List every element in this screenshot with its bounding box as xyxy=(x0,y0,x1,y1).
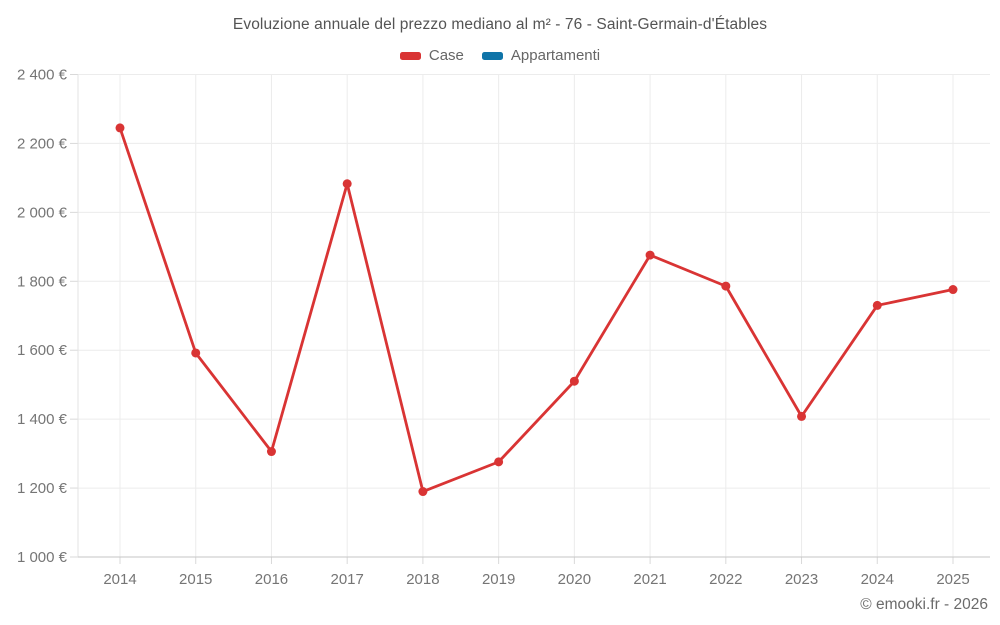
y-axis-label: 1 800 € xyxy=(17,273,68,290)
y-axis-label: 2 400 € xyxy=(17,67,68,84)
x-axis-label: 2021 xyxy=(633,571,666,588)
data-point-case-2015[interactable] xyxy=(191,348,201,358)
legend-label-case: Case xyxy=(428,47,464,64)
footer-credit: © emooki.fr - 2026 xyxy=(860,596,988,613)
data-point-case-2017[interactable] xyxy=(342,179,352,189)
legend-item-case[interactable]: Case xyxy=(399,47,464,64)
data-point-case-2020[interactable] xyxy=(569,376,579,386)
legend-label-appartamenti: Appartamenti xyxy=(510,47,601,64)
y-axis-label: 1 200 € xyxy=(17,480,68,497)
x-axis-label: 2017 xyxy=(330,571,363,588)
data-point-case-2021[interactable] xyxy=(645,250,655,260)
data-point-case-2022[interactable] xyxy=(721,281,731,291)
data-point-case-2024[interactable] xyxy=(872,300,882,310)
y-axis-label: 1 600 € xyxy=(17,342,68,359)
y-axis-label: 2 200 € xyxy=(17,135,68,152)
legend-swatch-case-icon xyxy=(399,51,421,60)
x-axis-label: 2025 xyxy=(936,571,969,588)
x-axis-label: 2015 xyxy=(179,571,212,588)
x-axis-label: 2023 xyxy=(785,571,818,588)
chart-legend: Case Appartamenti xyxy=(0,47,1000,64)
x-axis-label: 2022 xyxy=(709,571,742,588)
x-axis-label: 2020 xyxy=(558,571,591,588)
data-point-case-2019[interactable] xyxy=(494,457,504,467)
x-axis-label: 2018 xyxy=(406,571,439,588)
y-axis-label: 2 000 € xyxy=(17,204,68,221)
data-point-case-2016[interactable] xyxy=(266,447,276,457)
y-axis-label: 1 000 € xyxy=(17,549,68,566)
data-point-case-2025[interactable] xyxy=(948,285,958,295)
x-axis-label: 2019 xyxy=(482,571,515,588)
x-axis-label: 2016 xyxy=(255,571,288,588)
y-axis-label: 1 400 € xyxy=(17,411,68,428)
x-axis-label: 2014 xyxy=(103,571,136,588)
legend-item-appartamenti[interactable]: Appartamenti xyxy=(481,47,601,64)
data-point-case-2023[interactable] xyxy=(797,411,807,421)
data-point-case-2018[interactable] xyxy=(418,487,428,497)
legend-swatch-appartamenti-icon xyxy=(481,51,503,60)
chart-title: Evoluzione annuale del prezzo mediano al… xyxy=(232,16,768,33)
x-axis-label: 2024 xyxy=(861,571,894,588)
data-point-case-2014[interactable] xyxy=(115,123,125,133)
series-line-case xyxy=(118,126,955,493)
